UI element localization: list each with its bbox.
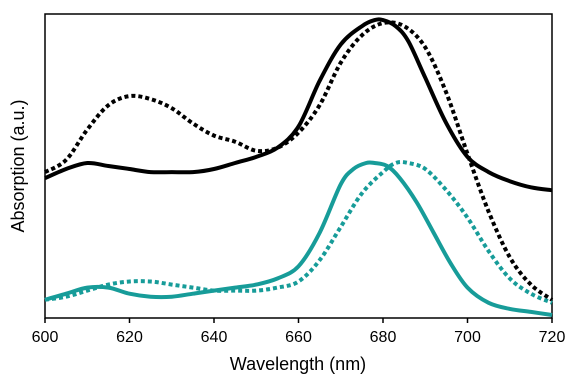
x-axis-title: Wavelength (nm)	[230, 354, 366, 374]
series-line-3-solid	[44, 160, 553, 317]
x-tick-label: 620	[116, 329, 143, 346]
series-line-1-solid	[44, 17, 553, 193]
x-tick-label: 660	[285, 329, 312, 346]
series-layer	[44, 17, 554, 317]
series-line-4-dotted	[44, 159, 553, 305]
series-line-2-dotted	[44, 20, 554, 302]
x-tick-label: 600	[32, 329, 59, 346]
y-axis-title: Absorption (a.u.)	[8, 99, 28, 232]
x-tick-label: 720	[539, 329, 566, 346]
x-tick-label: 700	[454, 329, 481, 346]
x-axis: 600 620 640 660 680 700 720	[32, 318, 566, 346]
x-tick-label: 640	[201, 329, 228, 346]
x-tick-label: 680	[370, 329, 397, 346]
